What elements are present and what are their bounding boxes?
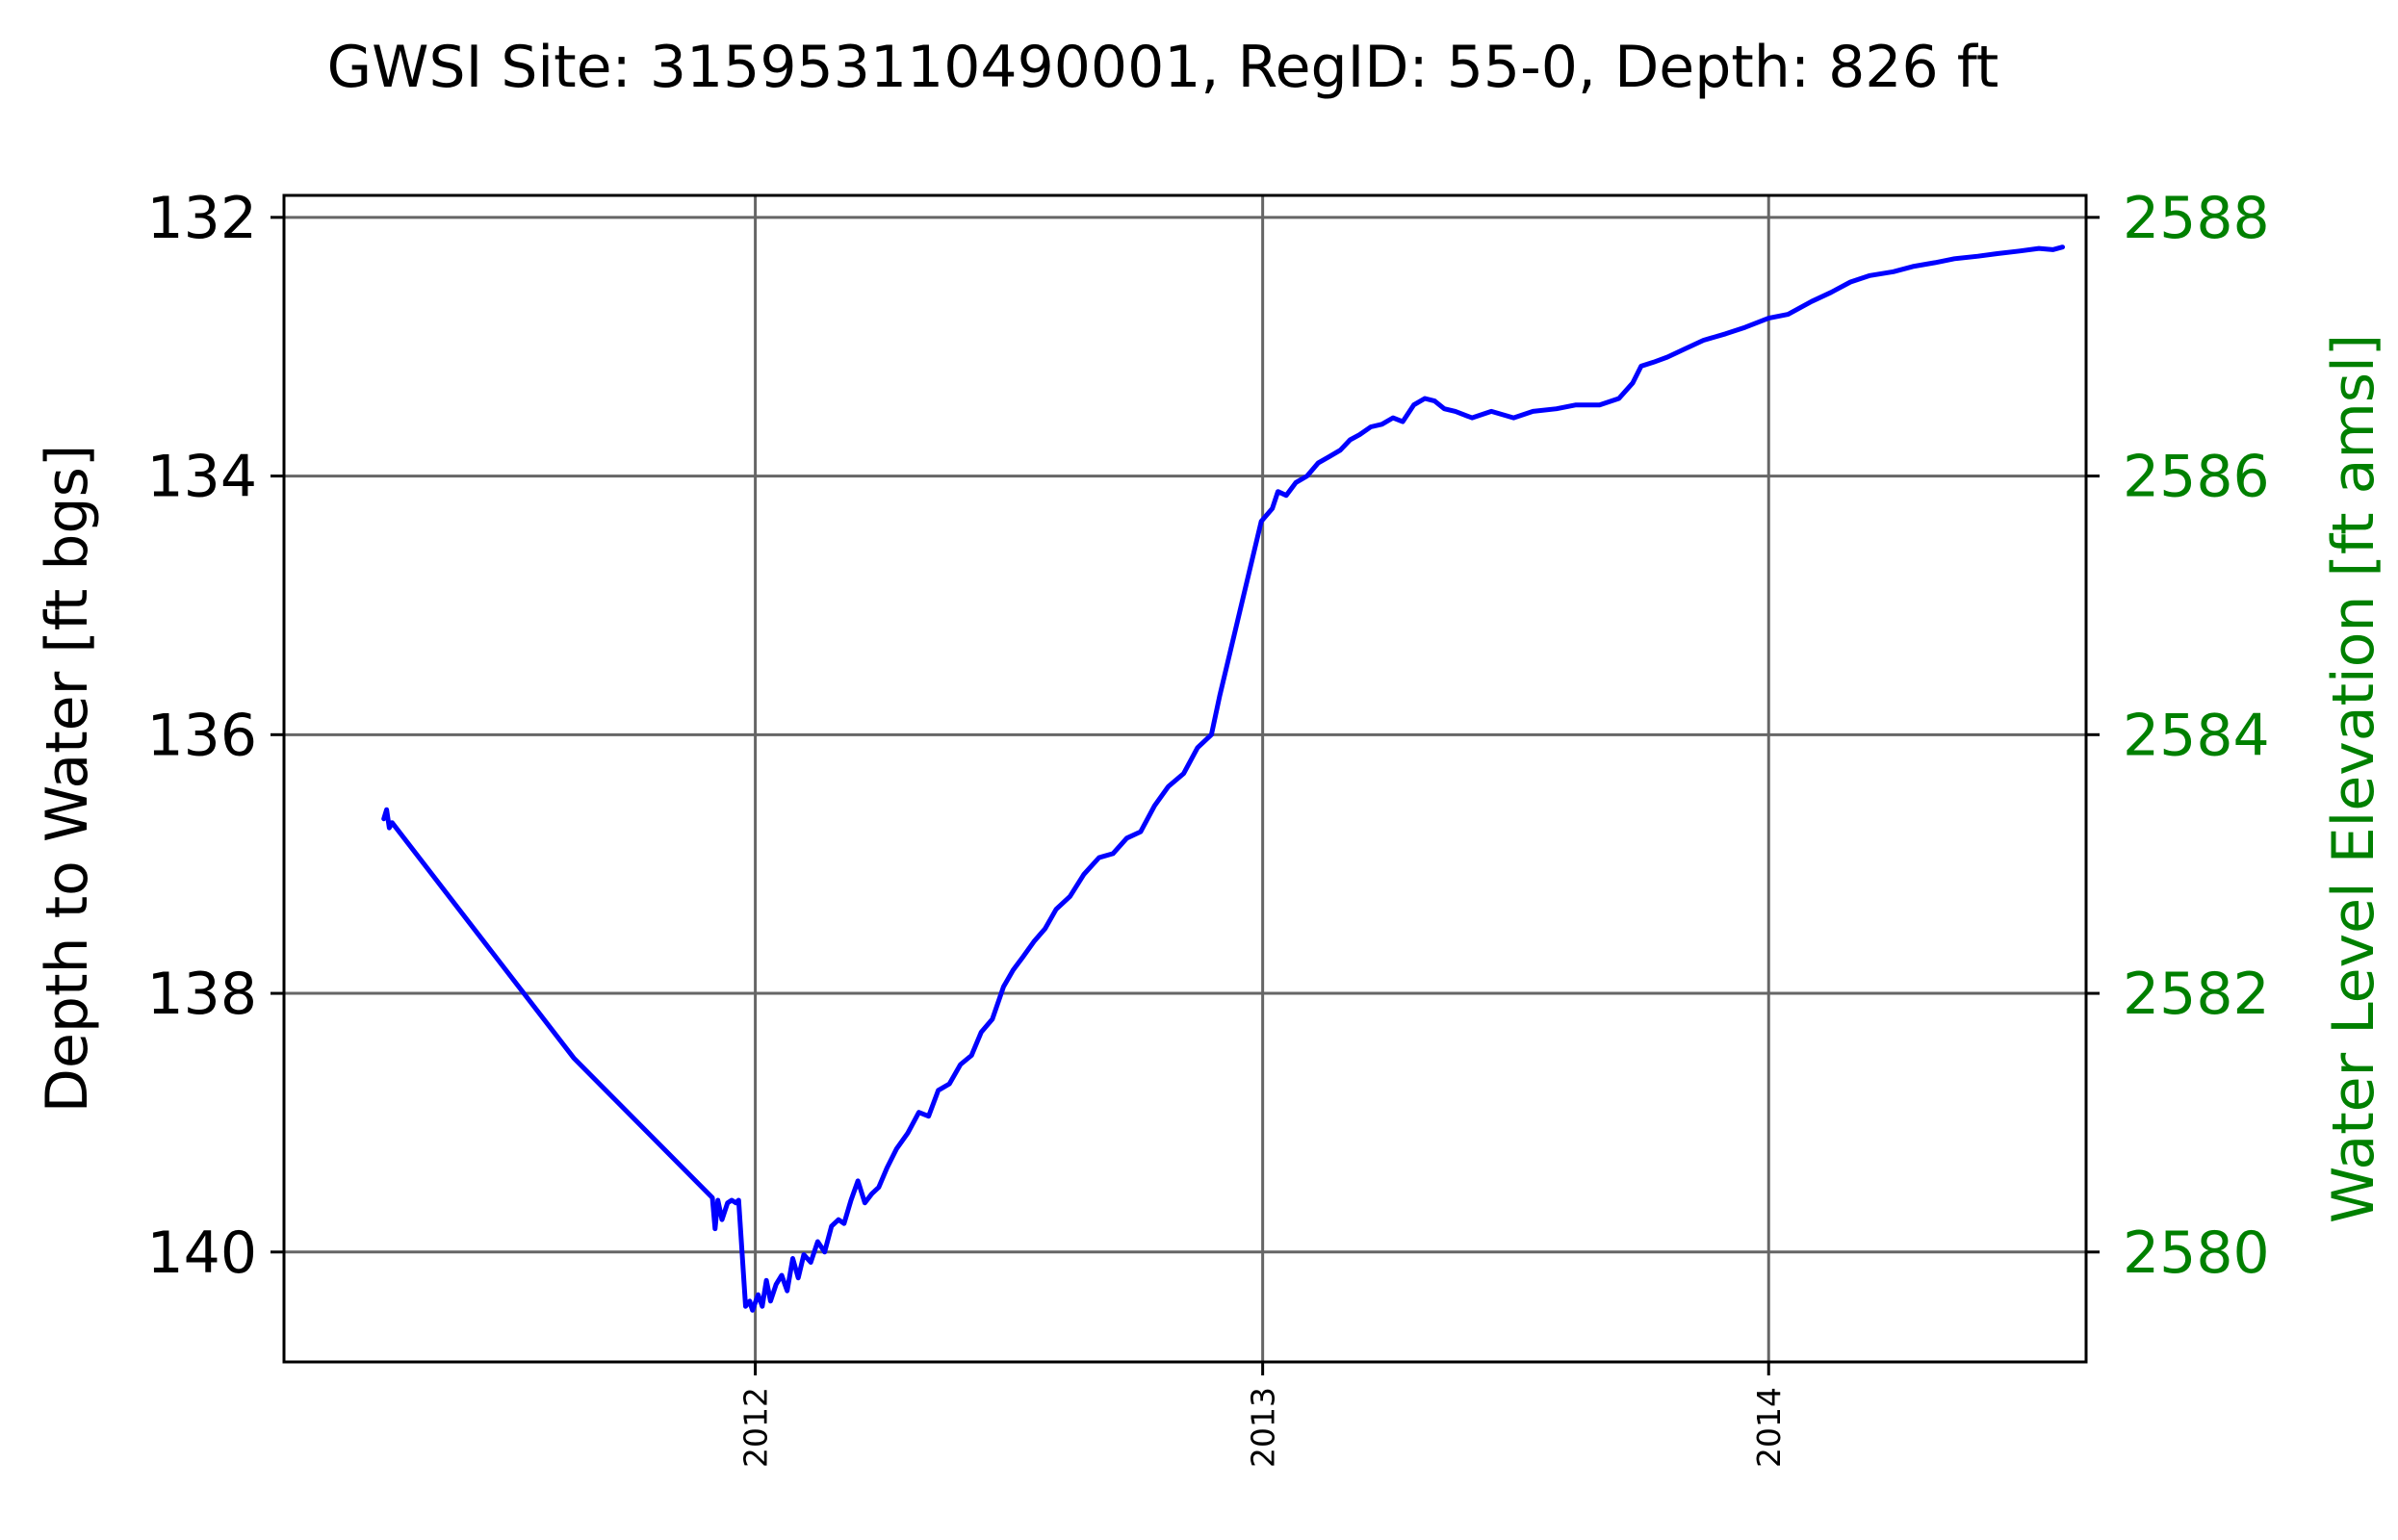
left-tick-label: 138 xyxy=(146,961,257,1028)
left-tick-label: 140 xyxy=(146,1219,257,1287)
x-tick-label: 2013 xyxy=(1245,1387,1282,1468)
left-tick-label: 132 xyxy=(146,185,257,252)
x-tick-label: 2012 xyxy=(737,1387,775,1468)
series-layer xyxy=(381,244,2065,1313)
grid-layer xyxy=(284,195,2086,1362)
right-tick-label: 2584 xyxy=(2123,702,2270,769)
left-tick-label: 134 xyxy=(146,444,257,511)
left-tick-label: 136 xyxy=(146,702,257,769)
right-tick-label: 2582 xyxy=(2123,961,2270,1028)
right-tick-label: 2586 xyxy=(2123,444,2270,511)
right-axis-label: Water Level Elevation [ft amsl] xyxy=(2320,334,2387,1223)
tick-layer: 132 134 136 138 140 2588 2586 2584 2582 2580 2012 2… xyxy=(146,185,2269,1468)
x-tick-label: 2014 xyxy=(1750,1387,1788,1468)
right-tick-label: 2588 xyxy=(2123,185,2270,252)
series-line-0 xyxy=(381,244,2065,1313)
right-tick-label: 2580 xyxy=(2123,1219,2270,1287)
plot-area-frame xyxy=(282,193,2088,1364)
chart-title: GWSI Site: 315953110490001, RegID: 55-0,… xyxy=(327,34,1999,101)
left-axis-label: Depth to Water [ft bgs] xyxy=(34,445,101,1113)
